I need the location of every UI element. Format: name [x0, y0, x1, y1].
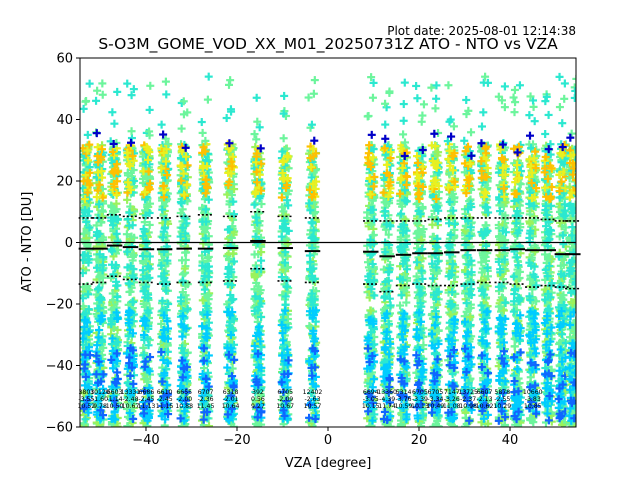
data-point — [113, 88, 121, 96]
data-point — [93, 129, 101, 137]
data-point — [146, 106, 154, 114]
data-point — [158, 121, 166, 129]
data-point — [123, 80, 131, 88]
data-point — [162, 90, 170, 98]
data-point — [178, 125, 186, 133]
data-point — [128, 127, 136, 135]
scatter-points — [79, 73, 581, 431]
data-point — [108, 108, 116, 116]
data-point — [86, 80, 94, 88]
data-point — [98, 79, 106, 87]
data-point — [146, 82, 154, 90]
data-point — [92, 97, 100, 105]
data-point — [84, 131, 92, 139]
data-point — [110, 120, 118, 128]
chart-title: S-O3M_GOME_VOD_XX_M01_20250731Z ATO - NT… — [98, 35, 558, 54]
data-point — [80, 105, 88, 113]
data-point — [93, 87, 101, 95]
data-point — [94, 285, 102, 293]
data-point — [82, 97, 90, 105]
data-point — [162, 78, 170, 86]
data-point — [99, 91, 107, 99]
